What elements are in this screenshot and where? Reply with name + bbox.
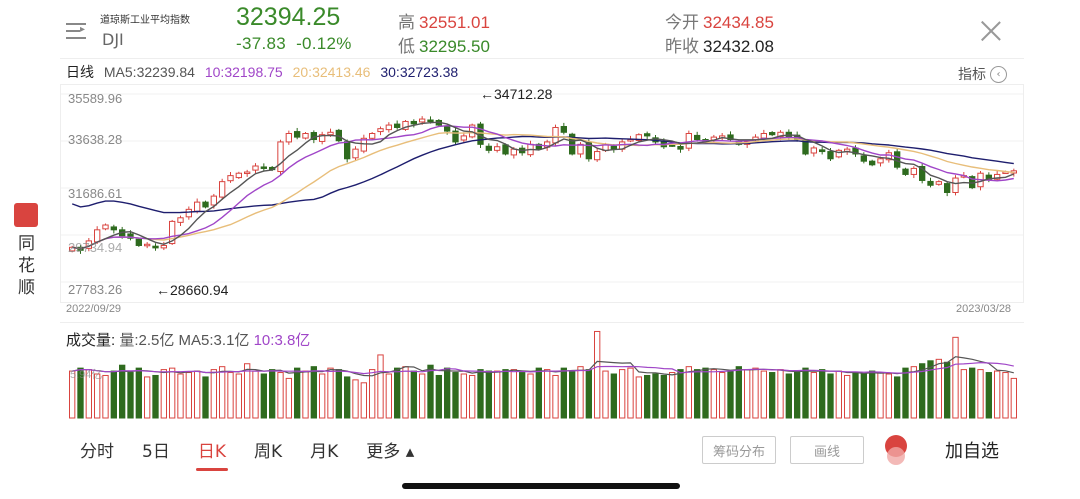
- period-tabs: 分时 5日 日K 周K 月K 更多 ▴: [66, 437, 428, 471]
- ma30-value: 30:32723.38: [380, 64, 459, 80]
- y-tick-1: 35589.96: [68, 91, 123, 106]
- record-dot-icon[interactable]: [885, 435, 907, 467]
- ma-legend: 日线 MA5:32239.84 10:32198.75 20:32413.46 …: [66, 64, 459, 80]
- current-price: 32394.25: [236, 3, 341, 31]
- tab-weekly-k[interactable]: 周K: [253, 442, 283, 462]
- draw-line-button[interactable]: 画线: [790, 436, 864, 464]
- end-date: 2023/03/28: [956, 303, 1012, 315]
- change-value: -37.83: [236, 34, 287, 53]
- ma10-value: 10:32198.75: [204, 64, 283, 80]
- prev-close-value: 32432.08: [703, 37, 774, 56]
- chip-distribution-button[interactable]: 筹码分布: [702, 436, 776, 464]
- y-tick-2: 33638.28: [68, 132, 123, 147]
- price-change: -37.83 -0.12%: [236, 34, 352, 54]
- ma5-value: MA5:32239.84: [103, 64, 195, 80]
- min-annotation: ←28660.94: [156, 282, 229, 298]
- low-stat: 低 32295.50: [398, 37, 490, 56]
- close-icon[interactable]: [980, 20, 1002, 42]
- home-indicator[interactable]: [402, 483, 680, 489]
- header-divider: [60, 58, 1024, 59]
- volume-axis-label: 5.94亿: [70, 369, 103, 381]
- tab-intraday[interactable]: 分时: [80, 442, 114, 462]
- ma20-value: 20:32413.46: [292, 64, 371, 80]
- y-tick-4: 29734.94: [68, 240, 123, 255]
- volume-value: 量:2.5亿: [119, 332, 175, 349]
- change-percent: -0.12%: [296, 34, 352, 53]
- index-code: DJI: [102, 30, 124, 49]
- volume-chart[interactable]: [60, 322, 1024, 420]
- max-annotation: ←34712.28: [480, 86, 553, 102]
- volume-legend: 成交量: 量:2.5亿 MA5:3.1亿 10:3.8亿: [66, 332, 311, 349]
- tab-more[interactable]: 更多 ▴: [366, 442, 415, 462]
- tab-monthly-k[interactable]: 月K: [310, 442, 339, 462]
- high-stat: 高 32551.01: [398, 13, 490, 32]
- chevron-left-circle-icon: ‹: [990, 65, 1007, 83]
- candlestick-chart[interactable]: [60, 84, 1024, 304]
- y-tick-5: 27783.26: [68, 282, 123, 297]
- menu-icon[interactable]: ▸: [66, 20, 90, 42]
- index-name: 道琼斯工业平均指数: [100, 15, 190, 26]
- volume-ma5: MA5:3.1亿: [178, 332, 250, 349]
- low-value: 32295.50: [419, 37, 490, 56]
- volume-ma10: 10:3.8亿: [253, 332, 311, 349]
- brand-logo-icon[interactable]: [14, 203, 38, 227]
- start-date: 2022/09/29: [66, 303, 122, 315]
- high-value: 32551.01: [419, 13, 490, 32]
- tab-5day[interactable]: 5日: [142, 442, 170, 462]
- y-tick-3: 31686.61: [68, 186, 123, 201]
- add-watchlist-button[interactable]: 加自选: [945, 441, 999, 462]
- tab-daily-k[interactable]: 日K: [184, 437, 240, 471]
- indicator-button[interactable]: 指标 ‹: [958, 64, 1007, 84]
- brand-name: 同花顺: [18, 234, 35, 298]
- prev-close-stat: 昨收 32432.08: [665, 37, 774, 56]
- open-value: 32434.85: [703, 13, 774, 32]
- open-stat: 今开 32434.85: [665, 13, 774, 32]
